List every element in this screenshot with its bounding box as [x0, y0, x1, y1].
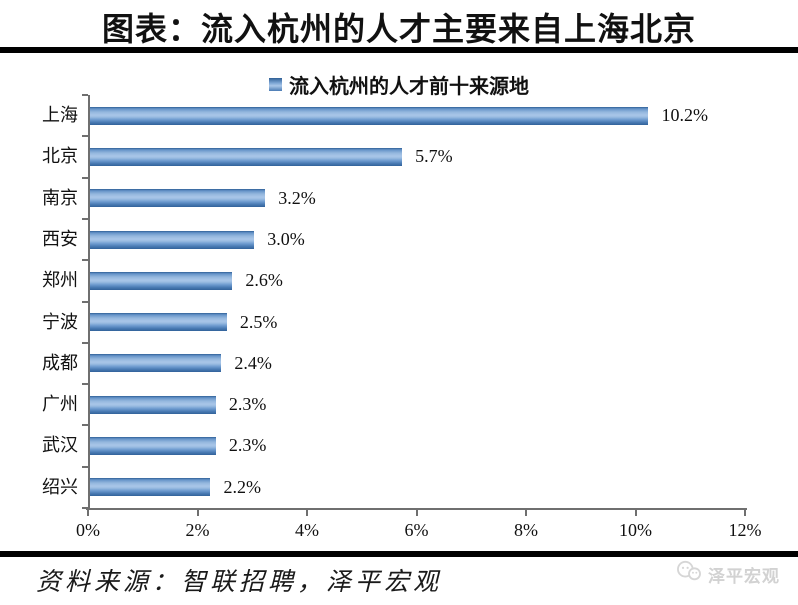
category-label: 宁波 [42, 311, 78, 332]
watermark-label: 泽平宏观 [708, 566, 780, 586]
value-label: 2.3% [228, 394, 267, 415]
x-axis-tick [744, 508, 746, 516]
y-axis-tick [82, 341, 88, 344]
x-tick-label: 2% [185, 520, 210, 540]
chart-legend: 流入杭州的人才前十来源地 [0, 70, 798, 99]
y-axis-tick [82, 94, 88, 96]
x-axis-tick [634, 508, 637, 516]
value-label: 2.3% [228, 435, 267, 456]
category-label: 上海 [42, 105, 78, 125]
x-tick-label: 4% [295, 520, 319, 540]
value-label: 2.4% [234, 352, 272, 373]
x-axis-tick [87, 508, 89, 516]
value-label: 3.0% [267, 228, 305, 249]
bar [90, 354, 222, 373]
y-axis-tick [82, 383, 88, 386]
y-axis-tick [82, 135, 88, 138]
x-axis-tick [415, 508, 418, 516]
watermark: 泽平宏观 [675, 560, 780, 588]
bar-chart: 上海 10.2% 北京 5.7% 南京 3.2% 西安 3.0% 郑州 2.6% 宁波 2.5% 成都 2… [0, 94, 798, 555]
x-tick-label: 0% [76, 520, 100, 540]
category-label: 成都 [42, 352, 78, 373]
x-axis-tick [525, 508, 527, 516]
bar [90, 271, 233, 290]
y-axis-tick [82, 217, 88, 220]
page-title: 图表：流入杭州的人才主要来自上海北京 [101, 11, 696, 47]
bar [90, 106, 649, 125]
bar [90, 478, 211, 497]
y-axis-tick [82, 507, 88, 509]
legend-label: 流入杭州的人才前十来源地 [289, 76, 529, 98]
category-label: 武汉 [42, 435, 78, 456]
x-axis-tick [196, 508, 199, 516]
category-label: 绍兴 [42, 476, 78, 497]
y-axis-tick [82, 424, 88, 427]
y-axis-tick [82, 176, 88, 179]
y-axis-tick [82, 300, 88, 303]
category-label: 南京 [42, 187, 78, 208]
value-label: 2.5% [239, 311, 278, 332]
x-axis-tick [306, 508, 308, 516]
value-label: 2.6% [245, 270, 283, 291]
bar [90, 147, 403, 166]
x-tick-label: 8% [514, 520, 538, 540]
bar [90, 189, 266, 208]
value-label: 5.7% [415, 146, 453, 167]
x-tick-label: 10% [619, 520, 652, 540]
bottom-divider [0, 551, 798, 557]
top-divider [0, 47, 798, 53]
bar [90, 230, 255, 249]
bar [90, 437, 216, 456]
category-label: 广州 [42, 394, 78, 415]
y-axis [88, 95, 90, 510]
value-label: 3.2% [278, 187, 316, 208]
value-label: 2.2% [223, 476, 261, 497]
y-axis-tick [82, 259, 88, 262]
category-label: 郑州 [42, 270, 78, 291]
x-tick-label: 6% [404, 520, 429, 540]
category-label: 西安 [42, 228, 78, 249]
bar [90, 395, 216, 414]
watermark-logo-icon [675, 560, 703, 588]
y-axis-tick [82, 465, 88, 468]
legend-marker-icon [269, 78, 282, 91]
source-text: 资料来源：智联招聘，泽平宏观 [36, 569, 443, 596]
value-label: 10.2% [661, 105, 708, 125]
category-label: 北京 [42, 146, 78, 167]
x-tick-label: 12% [728, 520, 762, 540]
bar [90, 313, 227, 332]
